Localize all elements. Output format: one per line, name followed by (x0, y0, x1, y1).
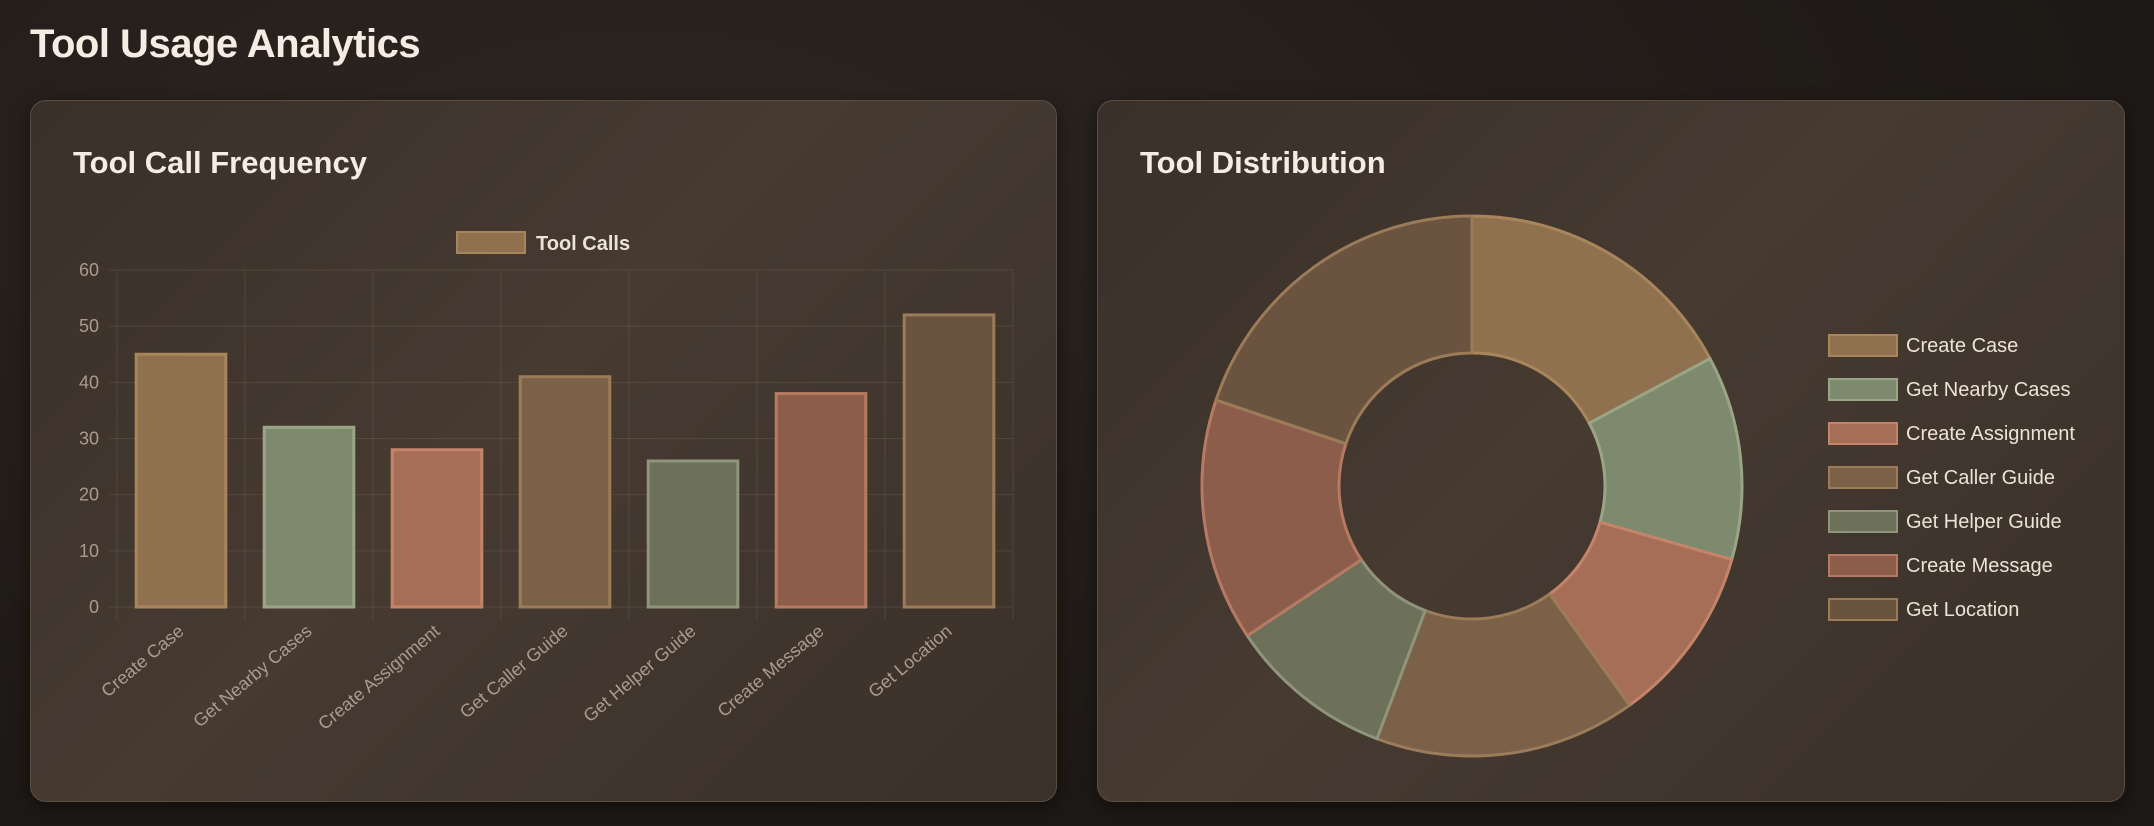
slice-get-location[interactable] (1214, 214, 1474, 446)
y-tick-label: 40 (79, 372, 99, 392)
legend-label: Create Message (1906, 555, 2053, 577)
slice-create-case[interactable] (1470, 214, 1712, 425)
bar-get-location[interactable] (902, 313, 996, 609)
bar-chart-bars (134, 313, 996, 609)
legend-item-get-helper-guide[interactable]: Get Helper Guide (1828, 510, 2062, 533)
x-tick-label: Create Case (97, 621, 187, 701)
legend-label: Tool Calls (536, 233, 630, 255)
legend-swatch (1828, 554, 1898, 577)
doughnut-chart: Create Case Get Nearby Cases Create Assign… (1200, 214, 2075, 758)
x-tick-label: Get Location (865, 621, 956, 702)
legend-swatch (456, 231, 526, 254)
y-tick-label: 60 (79, 260, 99, 280)
x-tick-label: Get Helper Guide (579, 621, 699, 726)
legend-label: Get Helper Guide (1906, 511, 2062, 533)
legend-swatch (1828, 598, 1898, 621)
x-tick-label: Get Caller Guide (456, 621, 572, 722)
bar-get-caller-guide[interactable] (518, 375, 612, 609)
bar-get-helper-guide[interactable] (646, 459, 740, 609)
y-tick-label: 0 (89, 597, 99, 617)
x-tick-label: Create Message (714, 621, 828, 721)
bar-create-assignment[interactable] (390, 448, 484, 609)
bar-create-message[interactable] (774, 392, 868, 609)
legend-label: Create Case (1906, 335, 2018, 357)
y-tick-label: 10 (79, 541, 99, 561)
legend-swatch (1828, 510, 1898, 533)
legend-swatch (1828, 334, 1898, 357)
x-tick-label: Create Assignment (314, 621, 443, 734)
doughnut-chart-title: Tool Distribution (1140, 145, 1386, 180)
legend-swatch (1828, 378, 1898, 401)
y-tick-label: 50 (79, 316, 99, 336)
legend-label: Get Caller Guide (1906, 467, 2055, 489)
y-tick-label: 30 (79, 429, 99, 449)
legend-item-create-case[interactable]: Create Case (1828, 334, 2018, 357)
doughnut-slices (1200, 214, 1744, 758)
page-title: Tool Usage Analytics (30, 22, 421, 66)
bar-chart-y-ticks: 0 10 20 30 40 50 60 (79, 260, 99, 617)
slice-get-nearby-cases[interactable] (1587, 357, 1744, 562)
bar-get-nearby-cases[interactable] (262, 425, 356, 609)
legend-item-create-assignment[interactable]: Create Assignment (1828, 422, 2075, 445)
slice-create-message[interactable] (1200, 398, 1363, 638)
slice-get-caller-guide[interactable] (1375, 592, 1632, 758)
legend-label: Get Nearby Cases (1906, 379, 2071, 401)
legend-item-get-location[interactable]: Get Location (1828, 598, 2019, 621)
bar-chart-title: Tool Call Frequency (73, 145, 367, 180)
x-tick-label: Get Nearby Cases (189, 621, 315, 731)
legend-swatch (1828, 422, 1898, 445)
bar-chart: 0 10 20 30 40 50 60 Create Case Get Nearby Case… (79, 231, 1014, 734)
doughnut-chart-card: Tool Distribution Create Case Get Nearby … (1097, 100, 2125, 802)
legend-item-get-nearby-cases[interactable]: Get Nearby Cases (1828, 378, 2071, 401)
legend-label: Get Location (1906, 599, 2019, 621)
legend-swatch (1828, 466, 1898, 489)
legend-label: Create Assignment (1906, 423, 2075, 445)
bar-create-case[interactable] (134, 352, 228, 609)
bar-chart-legend[interactable]: Tool Calls (456, 231, 630, 255)
doughnut-legend: Create Case Get Nearby Cases Create Assign… (1828, 334, 2075, 621)
legend-item-get-caller-guide[interactable]: Get Caller Guide (1828, 466, 2055, 489)
bar-chart-card: Tool Call Frequency 0 10 20 30 40 50 60 Create… (30, 100, 1057, 802)
y-tick-label: 20 (79, 485, 99, 505)
legend-item-create-message[interactable]: Create Message (1828, 554, 2053, 577)
